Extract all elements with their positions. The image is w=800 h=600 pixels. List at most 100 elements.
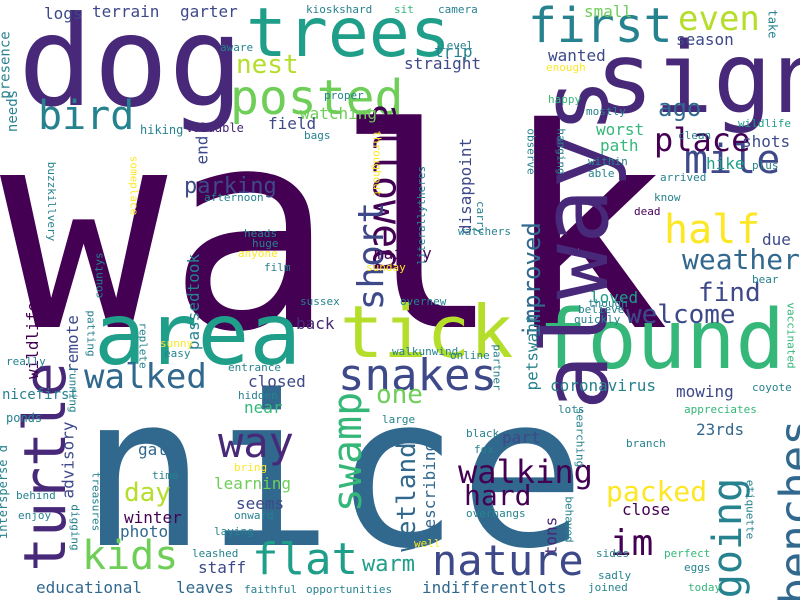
word: wanted	[548, 46, 606, 65]
word: heads	[244, 227, 278, 240]
word: wildlife	[738, 117, 791, 130]
word: field	[268, 114, 317, 133]
word: large	[382, 413, 416, 426]
word: way	[218, 418, 294, 467]
word: sunny	[160, 337, 194, 350]
word: trip	[434, 42, 473, 61]
word: sit	[394, 3, 414, 16]
word: gate	[138, 440, 177, 459]
word: throughout	[370, 130, 384, 197]
word: coronavirus	[550, 376, 656, 395]
word: packed	[606, 475, 708, 508]
word: entrance	[228, 361, 281, 374]
word: path	[600, 136, 639, 155]
word: dog	[18, 0, 244, 135]
word: etiquette	[743, 479, 757, 540]
word: behind	[16, 489, 56, 502]
word: hidden	[238, 389, 278, 402]
word: tick	[340, 290, 514, 374]
word: treasures	[89, 471, 103, 532]
word: seems	[236, 494, 285, 513]
word: hanging	[554, 128, 568, 175]
word: winter	[124, 508, 182, 527]
word: enjoy	[18, 509, 52, 522]
word: day	[124, 478, 171, 508]
word: mainly	[374, 244, 432, 263]
word: due	[762, 230, 791, 249]
word: hard	[464, 479, 532, 512]
word: sussex	[300, 295, 340, 308]
word: closed	[248, 372, 306, 391]
word: intersperse d	[0, 445, 10, 539]
word: place	[654, 121, 751, 159]
word: online	[450, 349, 490, 362]
word: mowing	[676, 382, 734, 401]
word: today	[688, 581, 722, 594]
word: film	[264, 261, 291, 274]
word: parking	[184, 174, 277, 199]
word: eggs	[684, 561, 711, 574]
word: afternoon	[204, 191, 264, 204]
word: overnew	[400, 295, 447, 308]
word: walk	[0, 69, 670, 393]
word: patting	[84, 310, 98, 357]
word: shots	[742, 132, 791, 151]
word: quickly	[574, 313, 621, 326]
word: black	[466, 427, 500, 440]
word: presence	[0, 31, 14, 99]
word: sign	[595, 22, 800, 136]
word: walking	[458, 453, 593, 491]
word: overhangs	[466, 507, 526, 520]
word: plus	[752, 159, 779, 172]
word: within	[588, 155, 628, 168]
word: branch	[626, 437, 666, 450]
word: bags	[304, 129, 331, 142]
word: wetland	[391, 442, 422, 552]
word: observe	[524, 128, 538, 175]
word: camera	[438, 3, 478, 16]
word: know	[654, 191, 681, 204]
word: though	[588, 297, 628, 310]
word: watchers	[458, 225, 511, 238]
word: nice	[80, 350, 586, 595]
word: nicefirst	[2, 387, 78, 403]
word: running	[66, 366, 80, 413]
word: replete	[136, 322, 150, 369]
word: bring	[234, 461, 268, 474]
word: literallytheres	[415, 165, 429, 266]
word: loved	[590, 288, 639, 307]
word: snakes	[338, 350, 497, 401]
word: ponds	[6, 411, 43, 425]
word: ago	[658, 94, 702, 122]
word: clean	[678, 129, 712, 142]
word: coyote	[752, 381, 792, 394]
word: buzzkillvery	[45, 161, 59, 242]
word: area	[94, 285, 302, 385]
word: describing	[420, 441, 440, 539]
word: first	[528, 0, 673, 54]
word: fox	[474, 443, 494, 456]
word: posted	[230, 70, 404, 126]
word: part	[502, 428, 541, 447]
word: even	[678, 0, 760, 39]
word: mile	[684, 137, 781, 183]
word: believe	[578, 303, 625, 316]
word: someplace	[127, 155, 141, 216]
word: proper	[324, 89, 364, 102]
word: small	[584, 2, 633, 21]
word: kioskshard	[306, 3, 373, 16]
word: hiking	[140, 123, 184, 137]
word: near	[244, 398, 283, 417]
word: terrain	[92, 2, 160, 21]
word: digging	[68, 504, 82, 551]
word: mostly	[586, 105, 626, 118]
word: laying	[214, 525, 254, 538]
word: trees	[246, 0, 451, 73]
word: sadly	[598, 569, 632, 582]
word: really	[6, 355, 46, 368]
word: back	[296, 314, 335, 333]
word: sunday	[366, 261, 406, 274]
word: logs	[44, 4, 83, 23]
word: warm	[362, 552, 415, 577]
word: photos	[120, 522, 178, 541]
